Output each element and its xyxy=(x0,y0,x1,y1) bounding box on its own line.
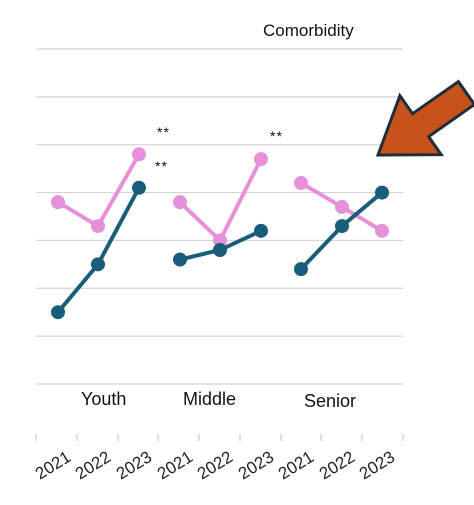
series-line xyxy=(56,185,141,315)
x-tick-label: 2023 xyxy=(235,447,277,483)
data-point xyxy=(132,180,146,195)
data-point xyxy=(51,305,65,320)
x-tick-label: 2023 xyxy=(113,447,155,483)
series-line xyxy=(178,157,263,243)
pointer-arrow xyxy=(375,79,474,157)
data-point xyxy=(294,262,308,277)
data-point xyxy=(213,233,227,248)
data-point xyxy=(51,195,65,210)
data-point xyxy=(254,152,268,167)
x-tick-label: 2022 xyxy=(316,447,358,483)
x-tick-label: 2022 xyxy=(194,447,236,483)
data-point xyxy=(132,147,146,162)
significance-marker: ** xyxy=(157,124,170,140)
significance-marker: ** xyxy=(270,128,283,144)
chart-title: Comorbidity xyxy=(263,21,354,40)
data-point xyxy=(213,243,227,257)
data-point xyxy=(91,219,105,234)
x-tick-label: 2021 xyxy=(275,447,317,483)
data-point xyxy=(335,219,349,234)
group-label-senior: Senior xyxy=(304,391,357,411)
x-tick-label: 2022 xyxy=(72,447,114,483)
x-tick-label: 2023 xyxy=(356,447,398,483)
significance-marker: ** xyxy=(155,158,168,174)
x-tick-label: 2021 xyxy=(32,447,74,483)
data-point xyxy=(173,195,187,210)
data-point xyxy=(294,176,308,190)
data-point xyxy=(91,257,105,272)
data-point xyxy=(335,199,349,214)
group-label-middle: Middle xyxy=(183,389,237,409)
series-line xyxy=(56,152,141,229)
data-point xyxy=(375,185,389,200)
group-label-youth: Youth xyxy=(81,389,127,409)
data-point xyxy=(254,223,268,238)
x-tick-label: 2021 xyxy=(154,447,196,483)
data-point xyxy=(173,252,187,267)
data-point xyxy=(375,223,389,238)
